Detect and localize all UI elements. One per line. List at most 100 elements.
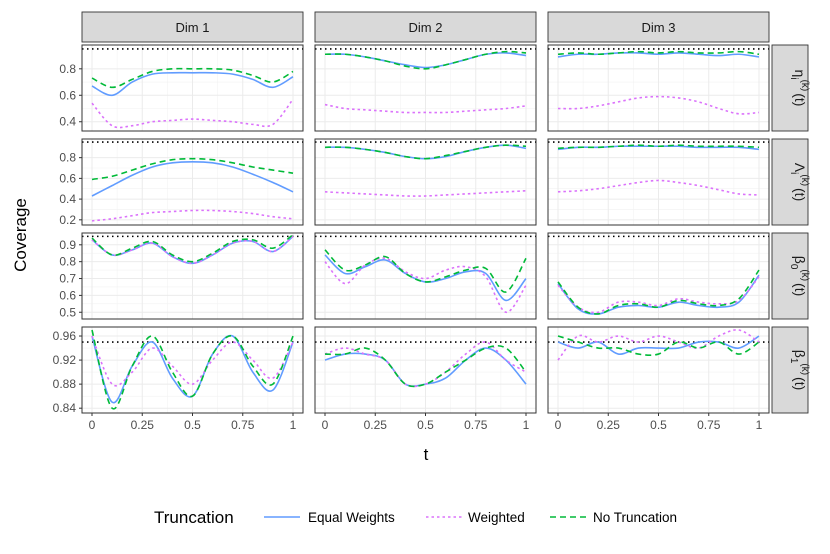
y-tick-label: 0.8 [59, 62, 76, 76]
strip-col-1-label: Dim 1 [176, 20, 210, 35]
legend-label-no-truncation: No Truncation [593, 510, 677, 525]
series-line-no-truncation [557, 269, 760, 315]
series-line-equal-weights [91, 161, 294, 197]
x-tick-label: 0 [89, 418, 96, 432]
y-tick-label: 0.8 [59, 255, 76, 269]
strip-row-eta-label: ηi(k)(t) [788, 70, 810, 107]
series-line-no-truncation [324, 144, 527, 160]
x-tick-label: 0.75 [464, 418, 488, 432]
panel-eta-dim3 [547, 44, 770, 132]
strip-row-beta0 [771, 232, 809, 320]
x-tick-label: 0.75 [697, 418, 721, 432]
legend-label-weighted: Weighted [468, 510, 525, 525]
series-line-equal-weights [557, 274, 760, 315]
legend: Truncation Equal Weights Weighted No Tru… [154, 508, 677, 527]
series-line-no-truncation [91, 329, 294, 410]
series-line-weighted [324, 190, 527, 197]
y-tick-label: 0.7 [59, 272, 76, 286]
x-tick-label: 0.75 [231, 418, 255, 432]
panel-lambda-dim2 [314, 138, 537, 226]
strip-row-lambda [771, 138, 809, 226]
series-line-weighted [557, 276, 760, 314]
strip-row-beta1 [771, 326, 809, 414]
series-line-weighted [324, 103, 527, 114]
panel-border [314, 232, 537, 320]
series-line-no-truncation [91, 234, 294, 263]
panel-border [81, 138, 304, 226]
strip-col-3-label: Dim 3 [642, 20, 676, 35]
y-tick-label: 0.96 [53, 329, 77, 343]
panel-border [547, 138, 770, 226]
y-tick-label: 0.5 [59, 305, 76, 319]
x-tick-label: 1 [756, 418, 763, 432]
series-line-no-truncation [91, 67, 294, 89]
x-tick-label: 0 [555, 418, 562, 432]
series-line-weighted [324, 257, 527, 314]
series-line-no-truncation [557, 335, 760, 357]
series-line-weighted [91, 235, 294, 265]
y-tick-label: 0.6 [59, 88, 76, 102]
series-line-weighted [557, 179, 760, 196]
series-line-weighted [557, 95, 760, 115]
x-tick-label: 0.25 [364, 418, 388, 432]
series-line-weighted [91, 209, 294, 222]
series-line-weighted [91, 335, 294, 387]
strip-col-2 [314, 11, 537, 43]
x-tick-label: 1 [523, 418, 530, 432]
panel-lambda-dim1: 0.2 0.4 0.6 0.8 [59, 138, 304, 227]
panel-border [81, 44, 304, 132]
strip-col-3 [547, 11, 770, 43]
legend-title: Truncation [154, 508, 234, 527]
panel-border [547, 232, 770, 320]
series-line-weighted [91, 98, 294, 129]
panel-eta-dim1: 0.4 0.6 0.8 [59, 44, 304, 132]
panel-beta0-dim1: 0.5 0.6 0.7 0.8 0.9 [59, 232, 304, 320]
y-tick-label: 0.4 [59, 115, 76, 129]
y-tick-label: 0.6 [59, 288, 76, 302]
x-tick-label: 0.25 [597, 418, 621, 432]
series-line-no-truncation [324, 50, 527, 70]
x-axis-title: t [424, 445, 429, 464]
y-tick-label: 0.4 [59, 192, 76, 206]
strip-row-lambda-label: Λi(k)(t) [788, 163, 810, 201]
panel-eta-dim2 [314, 44, 537, 132]
series-line-weighted [557, 329, 760, 361]
x-tick-label: 0.5 [184, 418, 201, 432]
y-tick-label: 0.2 [59, 213, 76, 227]
panel-border [314, 44, 537, 132]
strip-col-1 [81, 11, 304, 43]
strip-col-2-label: Dim 2 [409, 20, 443, 35]
y-tick-label: 0.6 [59, 171, 76, 185]
legend-label-equal-weights: Equal Weights [308, 510, 395, 525]
x-tick-label: 0 [322, 418, 329, 432]
strip-row-eta [771, 44, 809, 132]
panel-beta1-dim3: 0 0.25 0.5 0.75 1 [547, 326, 770, 432]
series-line-weighted [324, 341, 527, 388]
y-axis-title: Coverage [11, 198, 30, 272]
x-tick-label: 0.5 [417, 418, 434, 432]
strip-row-beta1-label: β1(k)(t) [788, 350, 810, 391]
series-line-equal-weights [557, 335, 760, 355]
series-line-no-truncation [324, 249, 527, 293]
panel-lambda-dim3 [547, 138, 770, 226]
y-tick-label: 0.8 [59, 151, 76, 165]
panel-beta0-dim3 [547, 232, 770, 320]
panel-beta0-dim2 [314, 232, 537, 320]
panel-beta1-dim1: 0.84 0.88 0.92 0.96 0 0.25 0.5 0.75 1 [53, 326, 304, 432]
series-line-no-truncation [324, 344, 527, 388]
series-line-no-truncation [557, 144, 760, 150]
series-line-no-truncation [557, 50, 760, 56]
x-tick-label: 0.25 [131, 418, 155, 432]
panel-border [547, 44, 770, 132]
series-line-no-truncation [91, 157, 294, 181]
strip-row-beta0-label: β0(k)(t) [788, 256, 810, 297]
y-tick-label: 0.9 [59, 238, 76, 252]
panel-beta1-dim2: 0 0.25 0.5 0.75 1 [314, 326, 537, 432]
y-tick-label: 0.92 [53, 353, 77, 367]
panel-border [81, 232, 304, 320]
y-tick-label: 0.88 [53, 377, 77, 391]
y-tick-label: 0.84 [53, 401, 77, 415]
x-tick-label: 0.5 [650, 418, 667, 432]
panel-border [314, 138, 537, 226]
